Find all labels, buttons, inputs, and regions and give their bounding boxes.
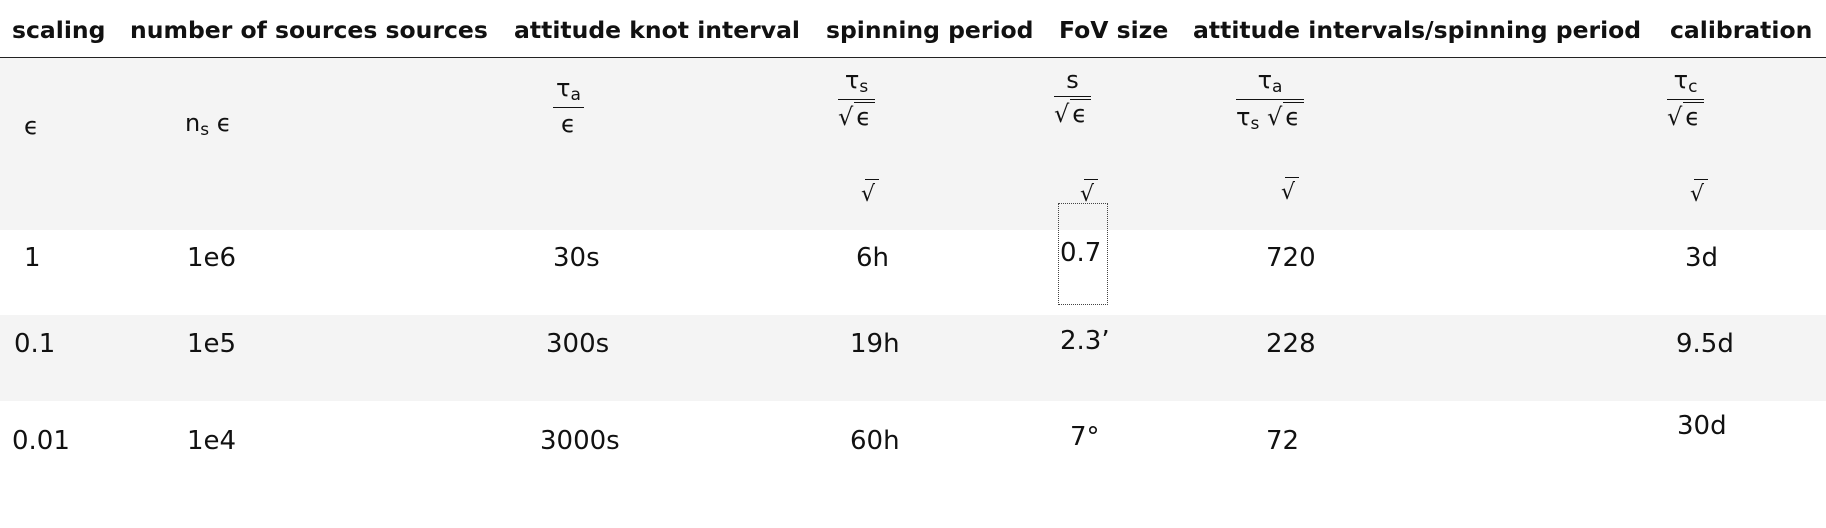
s-symbol: s <box>1066 66 1079 94</box>
cell-fov-size: 2.3ʼ <box>1060 326 1110 356</box>
cell-sources: 1e5 <box>187 329 237 359</box>
fov-dotted-box <box>1058 203 1108 305</box>
cell-scaling: 1 <box>24 243 41 273</box>
epsilon-symbol: ϵ <box>1683 102 1705 131</box>
fraction-bar <box>553 107 584 108</box>
tau-symbol: τ <box>1673 66 1689 94</box>
table-header-row: scaling number of sources sources attitu… <box>0 0 1826 58</box>
cell-knot-interval: 300s <box>546 329 610 359</box>
header-attitude-knot-interval: attitude knot interval <box>514 16 800 44</box>
cell-spinning-period: 19h <box>850 329 900 359</box>
cell-fov-size: 7° <box>1070 422 1100 452</box>
epsilon-symbol: ϵ <box>561 110 576 138</box>
formula-row-background <box>0 58 1826 230</box>
cell-spinning-period: 6h <box>856 243 890 273</box>
s-subscript: s <box>200 120 210 140</box>
fov-formula: s √ ϵ <box>1054 66 1092 128</box>
fraction-bar <box>1054 96 1092 97</box>
a-subscript: a <box>570 85 581 105</box>
spin-period-formula: τs √ ϵ <box>838 66 876 131</box>
cell-ratio: 72 <box>1266 426 1300 456</box>
sqrt-symbol: √ <box>1054 100 1070 128</box>
cell-knot-interval: 3000s <box>540 426 620 456</box>
ratio-formula: τa τs √ ϵ <box>1236 66 1305 134</box>
cell-ratio: 720 <box>1266 243 1316 273</box>
spin-numerator: τs <box>842 66 871 99</box>
knot-numerator: τa <box>553 74 584 107</box>
sqrt-symbol: √ <box>838 103 854 131</box>
sqrt-epsilon: √ ϵ <box>1054 97 1092 128</box>
tau-symbol: τ <box>556 74 571 102</box>
fraction-bar <box>1236 99 1305 100</box>
s-subscript: s <box>1250 114 1260 134</box>
epsilon-symbol: ϵ <box>1070 99 1092 128</box>
cell-ratio: 228 <box>1266 329 1316 359</box>
epsilon-symbol: ϵ <box>216 109 232 137</box>
stray-sqrt-mark: √ <box>861 179 880 207</box>
scaling-formula: ϵ <box>24 112 39 140</box>
fraction-bar <box>1667 99 1705 100</box>
header-calibration: calibration <box>1670 16 1813 44</box>
cell-calibration: 9.5d <box>1676 329 1734 359</box>
ratio-denominator: τs √ ϵ <box>1236 100 1305 134</box>
cell-knot-interval: 30s <box>553 243 600 273</box>
calibration-formula: τc √ ϵ <box>1667 66 1705 131</box>
epsilon-symbol: ϵ <box>1283 102 1305 131</box>
calib-numerator: τc <box>1671 66 1701 99</box>
ratio-numerator: τa <box>1255 66 1286 99</box>
cell-scaling: 0.1 <box>14 329 56 359</box>
stray-sqrt-mark: √ <box>1080 179 1099 207</box>
header-spinning-period: spinning period <box>826 16 1034 44</box>
cell-sources: 1e4 <box>187 426 237 456</box>
sqrt-symbol: √ <box>1667 103 1683 131</box>
row-2-background <box>0 315 1826 401</box>
header-scaling: scaling <box>12 16 106 44</box>
sqrt-symbol: √ <box>1266 103 1283 131</box>
cell-fov-size: 0.7 <box>1060 238 1102 268</box>
tau-symbol: τ <box>844 66 860 94</box>
header-fov-size: FoV size <box>1059 16 1169 44</box>
a-subscript: a <box>1272 77 1283 97</box>
epsilon-symbol: ϵ <box>854 102 876 131</box>
epsilon-symbol: ϵ <box>24 112 39 140</box>
header-number-of-sources: number of sources sources <box>130 16 488 44</box>
s-subscript: s <box>859 77 869 97</box>
cell-calibration: 30d <box>1677 411 1727 441</box>
tau-symbol: τ <box>1236 103 1251 131</box>
cell-spinning-period: 60h <box>850 426 900 456</box>
cell-scaling: 0.01 <box>12 426 70 456</box>
sqrt-epsilon: √ ϵ <box>838 100 876 131</box>
sqrt-epsilon: √ ϵ <box>1667 100 1705 131</box>
stray-sqrt-mark: √ <box>1281 177 1300 205</box>
c-subscript: c <box>1688 77 1698 97</box>
tau-symbol: τ <box>1257 66 1273 94</box>
n-symbol: n <box>185 109 201 137</box>
stray-sqrt-mark: √ <box>1690 179 1709 207</box>
knot-interval-formula: τa ϵ <box>553 74 584 138</box>
cell-calibration: 3d <box>1685 243 1719 273</box>
cell-sources: 1e6 <box>187 243 237 273</box>
fraction-bar <box>838 99 876 100</box>
sources-formula: ns ϵ <box>185 109 231 140</box>
header-attitude-intervals-per-spinning-period: attitude intervals/spinning period <box>1193 16 1642 44</box>
